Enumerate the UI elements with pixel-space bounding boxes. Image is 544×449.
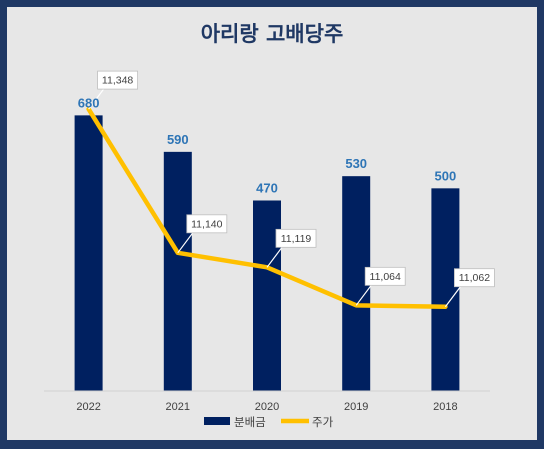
callout-box xyxy=(364,266,406,286)
callout-leader xyxy=(444,286,461,308)
callout-leader xyxy=(266,246,283,268)
callout-leader xyxy=(88,88,105,110)
bar-value-label-2022: 680 xyxy=(78,95,100,110)
callout-box xyxy=(97,70,138,90)
callout-label: 11,064 xyxy=(370,271,401,283)
bar-2018 xyxy=(431,188,460,391)
legend: 분배금 주가 xyxy=(204,415,334,429)
bar-value-label-2020: 470 xyxy=(256,180,278,195)
callout-2019: 11,064 xyxy=(355,266,406,306)
x-tick-label-2018: 2018 xyxy=(433,401,457,413)
callout-leader xyxy=(177,232,194,254)
callout-label: 11,062 xyxy=(459,272,490,284)
callout-2021: 11,140 xyxy=(177,214,228,254)
callout-label: 11,348 xyxy=(102,75,133,87)
bar-2022 xyxy=(74,115,103,391)
callout-box xyxy=(275,228,317,248)
x-tick-label-2022: 2022 xyxy=(76,401,100,413)
callout-2022: 11,348 xyxy=(88,70,138,110)
callout-label: 11,119 xyxy=(281,233,312,245)
callout-2018: 11,062 xyxy=(444,268,495,308)
x-tick-label-2021: 2021 xyxy=(166,401,190,413)
legend-label-price: 주가 xyxy=(312,415,334,429)
bar-value-label-2021: 590 xyxy=(167,132,189,147)
x-axis-ticks: 2022 2021 2020 2019 2018 xyxy=(76,401,457,413)
bar-value-label-2019: 530 xyxy=(345,156,367,171)
bar-series xyxy=(74,115,460,391)
bar-value-labels: 680 590 470 530 500 xyxy=(78,95,457,195)
legend-swatch-dividend xyxy=(204,417,230,425)
chart-frame: 아리랑 고배당주 11,348 11,140 11,119 11,064 11,062 … xyxy=(7,7,537,440)
bar-value-label-2018: 500 xyxy=(435,168,457,183)
callout-box xyxy=(453,268,495,288)
price-callouts: 11,348 11,140 11,119 11,064 11,062 xyxy=(88,70,495,308)
callout-2020: 11,119 xyxy=(266,228,317,268)
callout-leader xyxy=(355,284,372,306)
callout-box xyxy=(186,214,228,234)
legend-label-dividend: 분배금 xyxy=(234,415,266,429)
chart-title: 아리랑 고배당주 xyxy=(201,22,344,46)
x-tick-label-2020: 2020 xyxy=(255,401,279,413)
bar-2021 xyxy=(163,151,192,391)
x-tick-label-2019: 2019 xyxy=(344,401,368,413)
callout-label: 11,140 xyxy=(191,218,222,230)
